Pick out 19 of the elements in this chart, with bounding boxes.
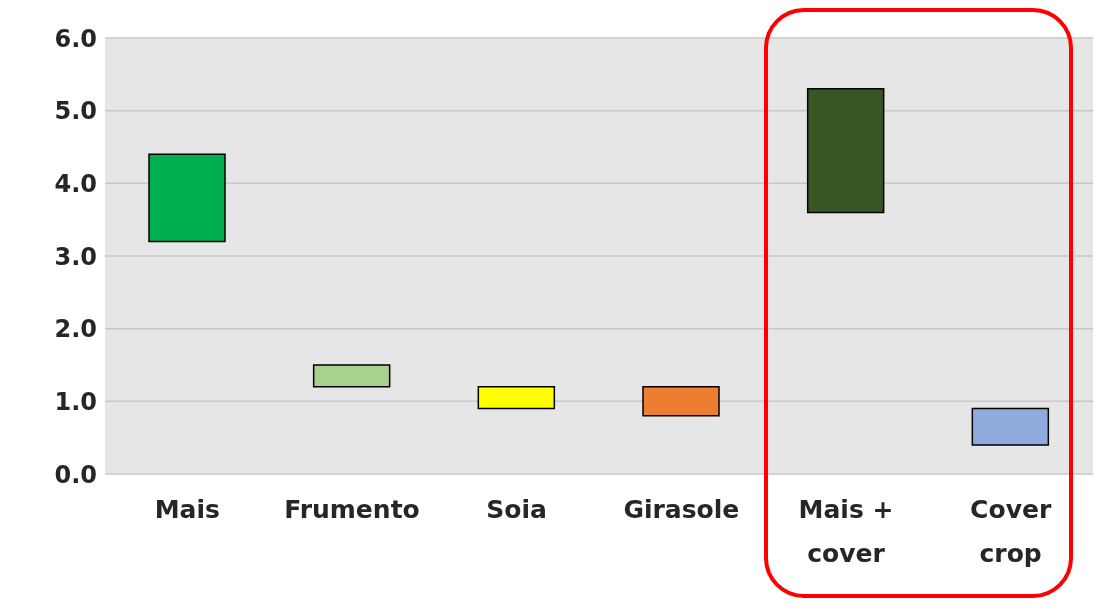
x-tick-label: Cover crop (970, 495, 1052, 568)
y-tick-label: 3.0 (54, 242, 97, 271)
y-tick-label: 1.0 (54, 387, 97, 416)
bar (642, 386, 720, 417)
y-tick-label: 5.0 (54, 97, 97, 126)
bar (148, 153, 226, 243)
y-tick-label: 0.0 (54, 460, 97, 489)
x-tick-label: Girasole (623, 495, 740, 524)
bar (971, 407, 1050, 446)
y-tick-label: 4.0 (54, 169, 97, 198)
y-tick-label: 6.0 (54, 24, 97, 53)
x-tick-label: Mais + cover (798, 495, 894, 568)
bar (806, 88, 885, 214)
bar (477, 386, 556, 410)
x-tick-label: Mais (154, 495, 220, 524)
x-tick-label: Frumento (284, 495, 420, 524)
y-tick-label: 2.0 (54, 315, 97, 344)
bar (312, 364, 391, 388)
x-tick-label: Soia (486, 495, 547, 524)
